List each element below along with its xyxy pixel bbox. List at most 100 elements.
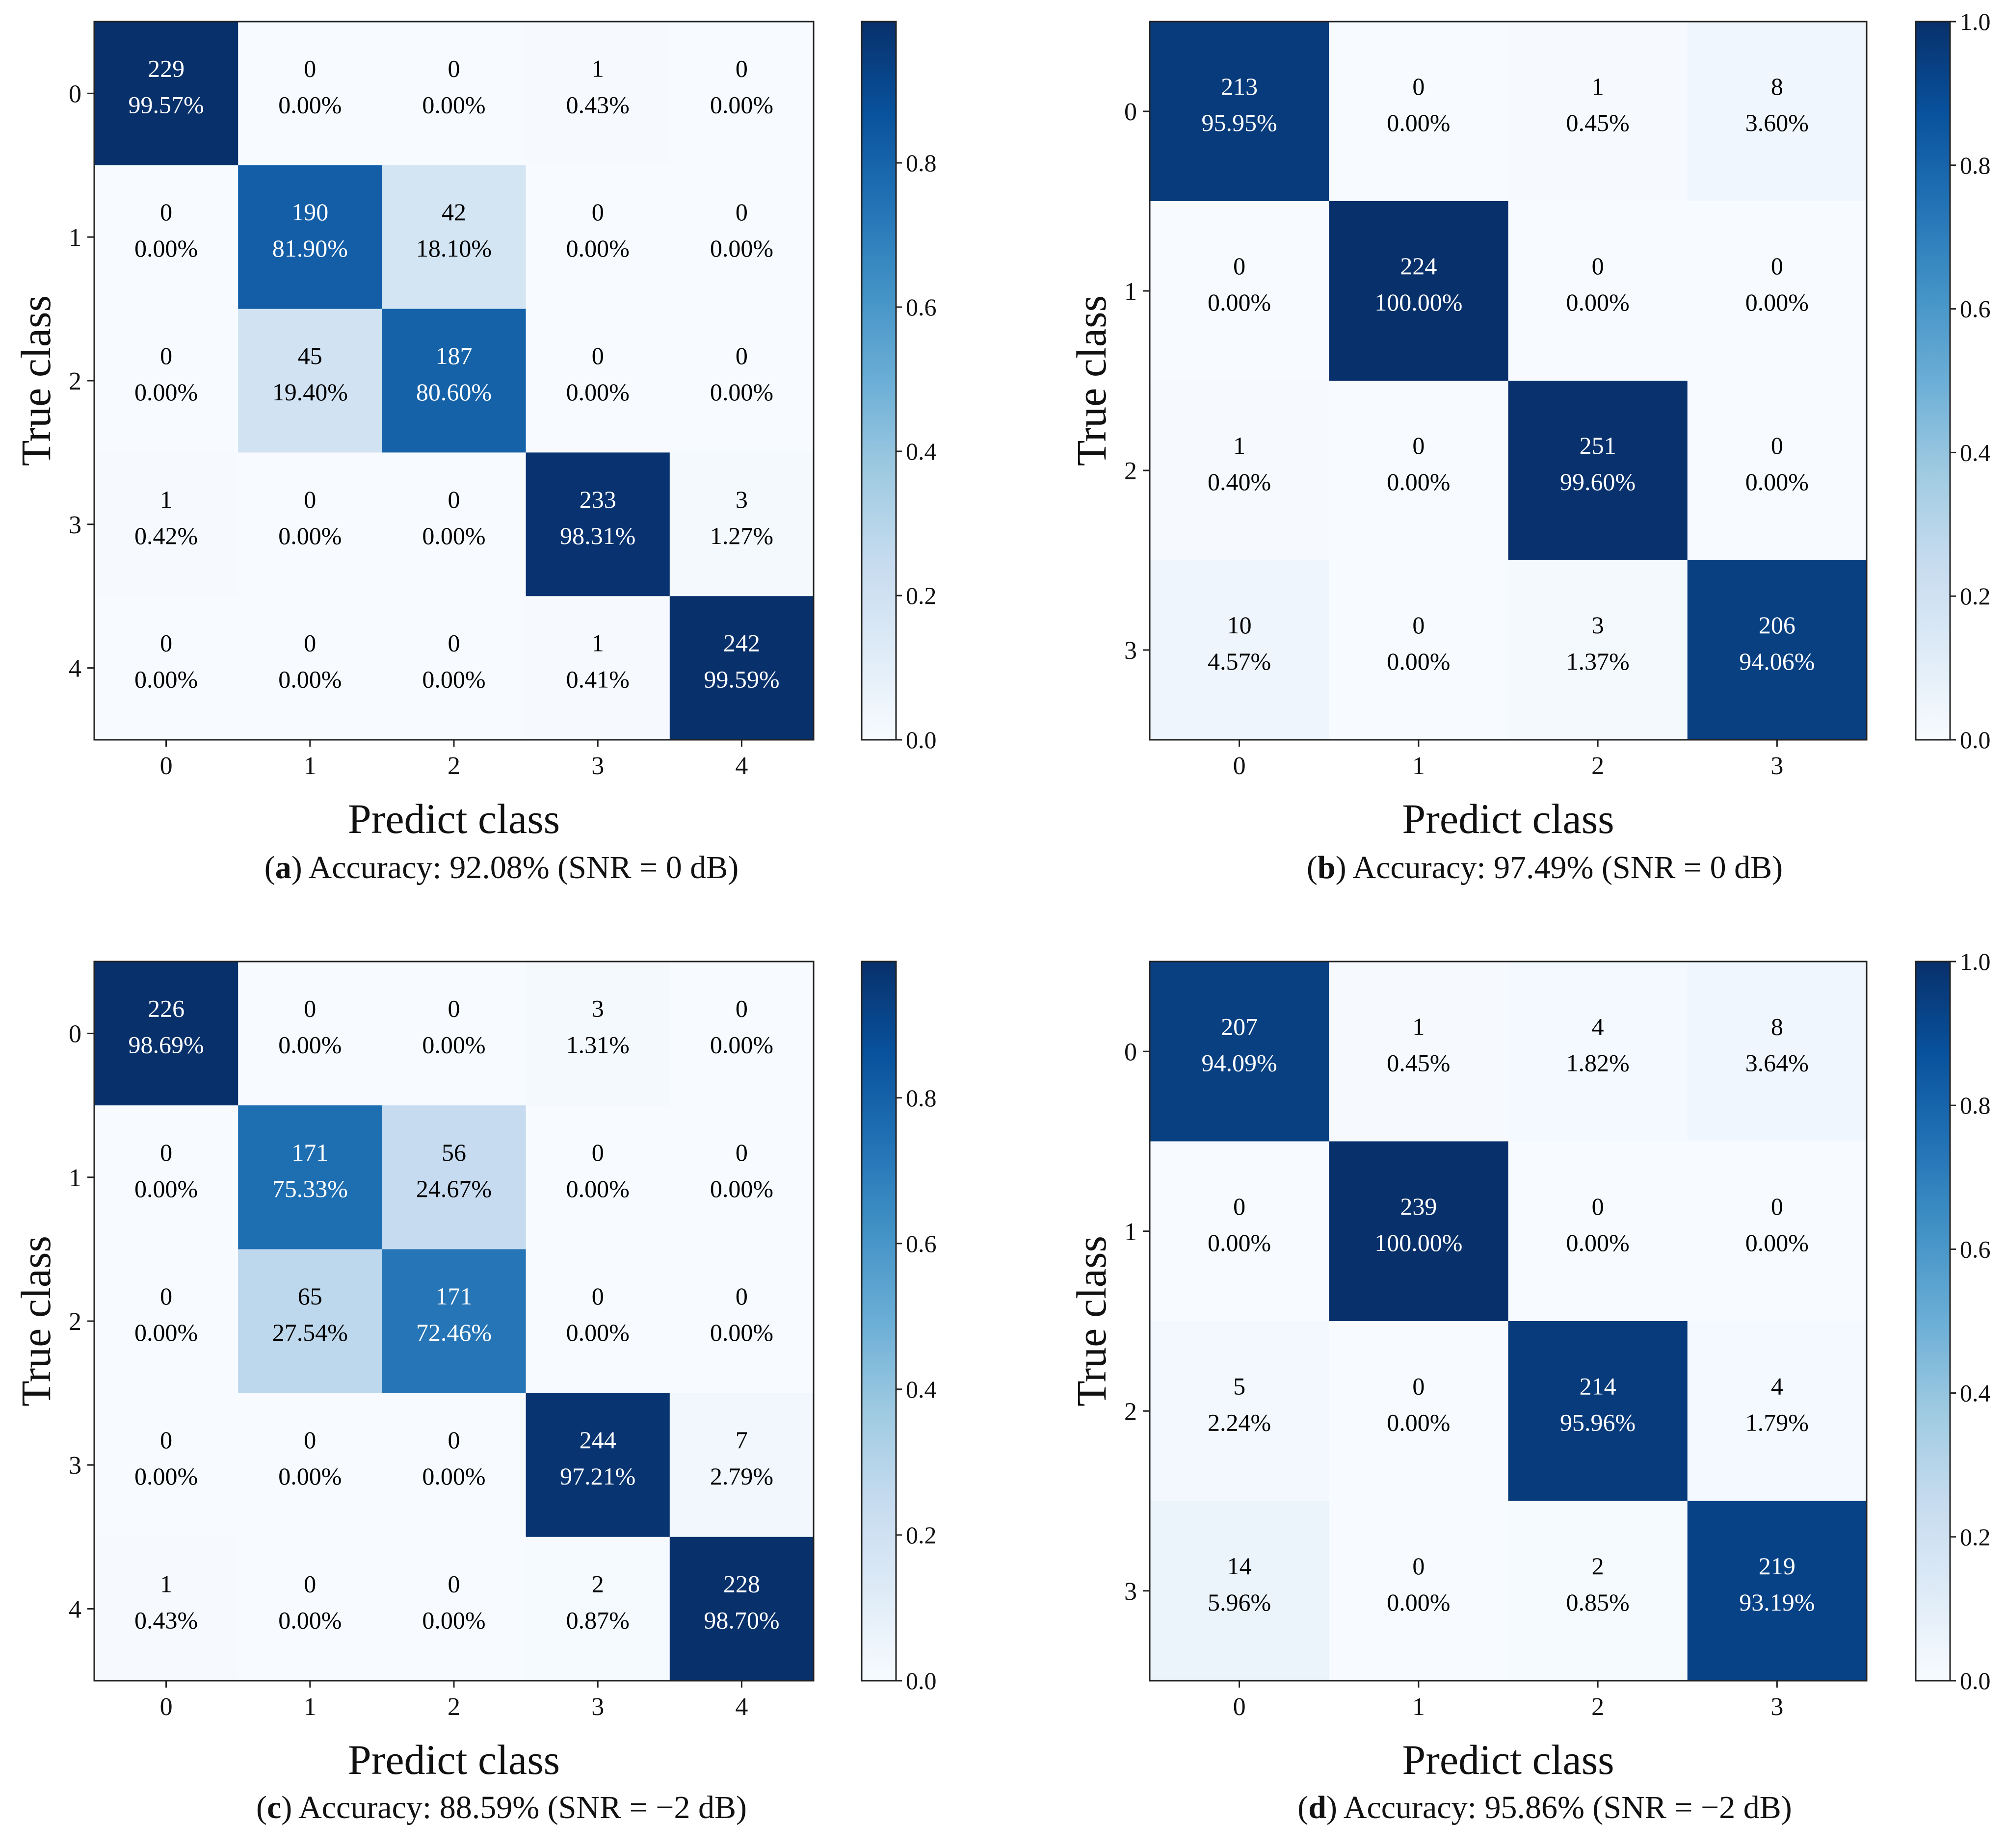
cell-percent-label: 0.00% bbox=[566, 378, 630, 406]
cell-percent-label: 0.00% bbox=[1745, 288, 1809, 316]
x-tick-label: 3 bbox=[591, 1693, 604, 1721]
cell-count-label: 0 bbox=[736, 342, 748, 369]
cell-count-label: 213 bbox=[1221, 73, 1258, 100]
cell-percent-label: 0.00% bbox=[1387, 109, 1450, 136]
x-axis-label: Predict class bbox=[1402, 1736, 1614, 1783]
cell-percent-label: 2.79% bbox=[710, 1462, 773, 1490]
cell-percent-label: 0.00% bbox=[710, 378, 773, 406]
colorbar-tick-label: 1.0 bbox=[1960, 8, 1991, 35]
cell-count-label: 2 bbox=[592, 1570, 604, 1597]
heatmap-cell bbox=[669, 309, 814, 453]
cell-percent-label: 0.00% bbox=[422, 522, 485, 549]
heatmap-cell bbox=[1150, 201, 1329, 381]
cell-count-label: 1 bbox=[160, 486, 172, 513]
heatmap-cell bbox=[669, 962, 814, 1106]
cell-count-label: 1 bbox=[160, 1570, 172, 1597]
cell-count-label: 0 bbox=[304, 1426, 316, 1454]
heatmap-cell bbox=[526, 1249, 670, 1394]
cell-percent-label: 0.00% bbox=[134, 1462, 198, 1490]
heatmap-cell bbox=[1508, 22, 1688, 202]
cell-count-label: 0 bbox=[160, 1426, 172, 1454]
heatmap-cell bbox=[94, 309, 238, 453]
x-tick-label: 0 bbox=[160, 1693, 173, 1721]
cell-count-label: 0 bbox=[1412, 73, 1425, 100]
plot-frame bbox=[1149, 961, 1868, 1682]
cell-percent-label: 0.00% bbox=[710, 234, 773, 262]
heatmap-cell bbox=[1329, 1501, 1508, 1681]
cell-percent-label: 94.06% bbox=[1739, 648, 1815, 675]
heatmap-cell bbox=[382, 1393, 527, 1537]
heatmap-cell bbox=[1687, 201, 1867, 381]
heatmap-cell bbox=[382, 596, 527, 740]
heatmap-cell bbox=[1150, 1501, 1329, 1681]
colorbar-tick-label: 0.2 bbox=[1960, 1523, 1991, 1551]
heatmap-cell bbox=[238, 1105, 382, 1249]
cell-percent-label: 0.00% bbox=[1566, 288, 1630, 316]
cell-percent-label: 1.82% bbox=[1566, 1049, 1630, 1076]
x-tick-label: 4 bbox=[735, 752, 748, 780]
heatmap-cell bbox=[1329, 962, 1508, 1142]
x-axis-label: Predict class bbox=[348, 795, 560, 842]
cell-percent-label: 98.70% bbox=[704, 1606, 779, 1634]
cell-percent-label: 0.00% bbox=[422, 1606, 485, 1634]
cell-count-label: 1 bbox=[592, 54, 604, 82]
cell-percent-label: 0.00% bbox=[1208, 288, 1271, 316]
y-tick-label: 2 bbox=[1124, 1398, 1137, 1426]
cell-count-label: 214 bbox=[1580, 1372, 1616, 1400]
cell-count-label: 0 bbox=[1412, 1372, 1425, 1400]
caption-close-paren: ) bbox=[1326, 1790, 1337, 1825]
cell-count-label: 0 bbox=[304, 1570, 316, 1597]
heatmap-cell bbox=[94, 962, 238, 1106]
y-tick-label: 3 bbox=[1124, 637, 1137, 665]
cell-percent-label: 0.00% bbox=[1745, 1229, 1809, 1256]
heatmap-cell bbox=[526, 22, 670, 166]
cell-count-label: 226 bbox=[148, 995, 185, 1022]
colorbar-tick-label: 0.2 bbox=[1960, 582, 1991, 610]
cell-count-label: 0 bbox=[448, 1426, 460, 1454]
cell-count-label: 0 bbox=[1771, 432, 1783, 459]
cell-percent-label: 0.00% bbox=[1387, 1408, 1450, 1436]
cell-count-label: 0 bbox=[160, 342, 172, 369]
heatmap-cell bbox=[238, 22, 382, 166]
cell-count-label: 4 bbox=[1592, 1013, 1604, 1040]
heatmap-cell bbox=[1508, 1501, 1688, 1681]
cell-count-label: 0 bbox=[448, 54, 460, 82]
y-tick-label: 0 bbox=[1124, 1038, 1137, 1066]
cell-count-label: 228 bbox=[723, 1570, 760, 1597]
heatmap-cell bbox=[669, 1105, 814, 1249]
y-tick-label: 3 bbox=[1124, 1578, 1137, 1606]
cell-percent-label: 80.60% bbox=[416, 378, 492, 406]
caption-letter: a bbox=[275, 850, 291, 885]
cell-percent-label: 0.00% bbox=[422, 1031, 485, 1059]
heatmap-cell bbox=[526, 1393, 670, 1537]
cell-count-label: 0 bbox=[1592, 252, 1604, 280]
cell-percent-label: 0.00% bbox=[134, 378, 198, 406]
heatmap-cell bbox=[382, 309, 527, 453]
cell-count-label: 0 bbox=[1771, 252, 1783, 280]
cell-count-label: 10 bbox=[1227, 611, 1252, 639]
cell-percent-label: 0.00% bbox=[134, 1175, 198, 1202]
y-axis-label: True class bbox=[1068, 295, 1115, 466]
cell-count-label: 8 bbox=[1771, 1013, 1783, 1040]
colorbar-tick-label: 0.4 bbox=[906, 1376, 937, 1403]
cell-percent-label: 0.42% bbox=[134, 522, 198, 549]
heatmap-cell bbox=[1150, 962, 1329, 1142]
cell-count-label: 0 bbox=[448, 1570, 460, 1597]
cell-percent-label: 4.57% bbox=[1208, 648, 1271, 675]
heatmap-cell bbox=[1687, 1321, 1867, 1501]
colorbar-tick-label: 0.0 bbox=[1960, 726, 1991, 754]
heatmap-cell bbox=[1329, 381, 1508, 561]
cell-percent-label: 19.40% bbox=[272, 378, 348, 406]
panel-c: 226 98.69% 0 0.00% 0 0.00% 3 1.31% 0 0.00% 0 0.00% 1… bbox=[12, 961, 937, 1825]
cell-count-label: 171 bbox=[291, 1139, 328, 1166]
cell-percent-label: 100.00% bbox=[1374, 288, 1462, 316]
heatmap-cell bbox=[1687, 962, 1867, 1142]
panel-caption: (b) Accuracy: 97.49% (SNR = 0 dB) bbox=[1307, 850, 1783, 885]
cell-count-label: 0 bbox=[1592, 1193, 1604, 1220]
heatmap-cell bbox=[238, 596, 382, 740]
cell-count-label: 0 bbox=[592, 198, 604, 226]
cell-percent-label: 1.79% bbox=[1745, 1408, 1809, 1436]
cell-count-label: 0 bbox=[592, 1139, 604, 1166]
cell-count-label: 5 bbox=[1233, 1372, 1245, 1400]
